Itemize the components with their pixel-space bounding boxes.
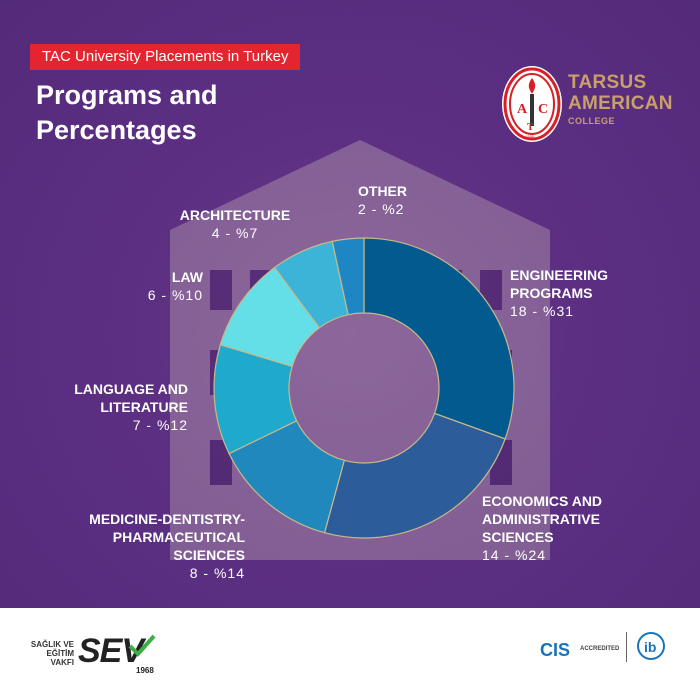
title-line-1: Programs and <box>36 80 218 110</box>
label-language-name-2: LITERATURE <box>100 399 188 415</box>
svg-text:1888: 1888 <box>525 134 535 139</box>
label-engineering-value: 18 - %31 <box>510 303 575 319</box>
svg-text:A: A <box>517 102 528 117</box>
sev-small-line-1: SAĞLIK VE <box>30 640 74 649</box>
sev-small-line-3: VAKFI <box>50 658 74 667</box>
donut-slice-1 <box>323 412 506 539</box>
label-law-name: LAW <box>171 269 203 285</box>
ib-logo-icon: ib <box>637 632 665 660</box>
label-medicine: MEDICINE-DENTISTRY- PHARMACEUTICAL SCIEN… <box>89 510 245 582</box>
logo-divider <box>626 632 627 662</box>
label-language: LANGUAGE AND LITERATURE 7 - %12 <box>74 380 188 434</box>
label-engineering: ENGINEERING PROGRAMS 18 - %31 <box>510 266 608 320</box>
donut-slice-0 <box>363 237 515 440</box>
logo-line-2: AMERICAN <box>568 93 673 114</box>
title-badge: TAC University Placements in Turkey <box>30 44 301 70</box>
label-other-value: 2 - %2 <box>358 201 405 217</box>
label-economics-name-2: ADMINISTRATIVE <box>482 511 600 527</box>
cis-logo: CIS <box>540 640 571 660</box>
svg-text:C: C <box>538 102 548 117</box>
label-medicine-name-2: PHARMACEUTICAL <box>112 529 245 545</box>
label-medicine-name-3: SCIENCES <box>173 547 245 563</box>
sev-logo: SAĞLIK VE EĞİTİM VAKFI SEV 1968 <box>28 628 168 678</box>
label-architecture: ARCHITECTURE 4 - %7 <box>165 206 305 242</box>
label-architecture-value: 4 - %7 <box>211 225 259 241</box>
label-other: OTHER 2 - %2 <box>358 182 407 218</box>
label-other-name: OTHER <box>358 183 407 199</box>
sev-check-icon <box>128 634 156 657</box>
label-language-name-1: LANGUAGE AND <box>74 381 188 397</box>
tarsus-american-college-logo: A C T 1888 TARSUS AMERICAN COLLEGE <box>500 64 690 144</box>
label-engineering-name-2: PROGRAMS <box>510 285 593 301</box>
logo-wordmark: TARSUS AMERICAN COLLEGE <box>568 72 673 126</box>
sev-small-text: SAĞLIK VE EĞİTİM VAKFI <box>28 640 74 667</box>
footer: SAĞLIK VE EĞİTİM VAKFI SEV 1968 CIS ACCR… <box>0 608 700 700</box>
label-economics-name-1: ECONOMICS AND <box>482 493 603 509</box>
label-medicine-value: 8 - %14 <box>189 565 245 581</box>
label-economics-value: 14 - %24 <box>482 547 547 563</box>
hero-panel: TAC University Placements in Turkey Prog… <box>0 0 700 608</box>
label-medicine-name-1: MEDICINE-DENTISTRY- <box>89 511 245 527</box>
page-title: Programs and Percentages <box>36 78 218 148</box>
sev-year: 1968 <box>136 666 154 675</box>
label-engineering-name-1: ENGINEERING <box>510 267 609 283</box>
svg-text:ib: ib <box>644 639 656 655</box>
label-economics-name-3: SCIENCES <box>482 529 554 545</box>
title-line-2: Percentages <box>36 115 197 145</box>
sev-small-line-2: EĞİTİM <box>46 649 74 658</box>
label-language-value: 7 - %12 <box>132 417 188 433</box>
donut-chart <box>213 237 515 539</box>
label-architecture-name: ARCHITECTURE <box>179 207 291 223</box>
donut-slice-6 <box>331 237 365 316</box>
logo-line-3: COLLEGE <box>568 116 616 126</box>
accreditation-logos: CIS ACCREDITED ib <box>540 630 690 670</box>
tac-emblem-icon: A C T 1888 <box>502 66 562 142</box>
label-law-value: 6 - %10 <box>147 287 203 303</box>
label-economics: ECONOMICS AND ADMINISTRATIVE SCIENCES 14… <box>482 492 602 564</box>
svg-text:T: T <box>527 122 534 133</box>
cis-accredited-text: ACCREDITED <box>580 646 620 652</box>
label-law: LAW 6 - %10 <box>148 268 203 304</box>
logo-line-1: TARSUS <box>568 72 647 93</box>
